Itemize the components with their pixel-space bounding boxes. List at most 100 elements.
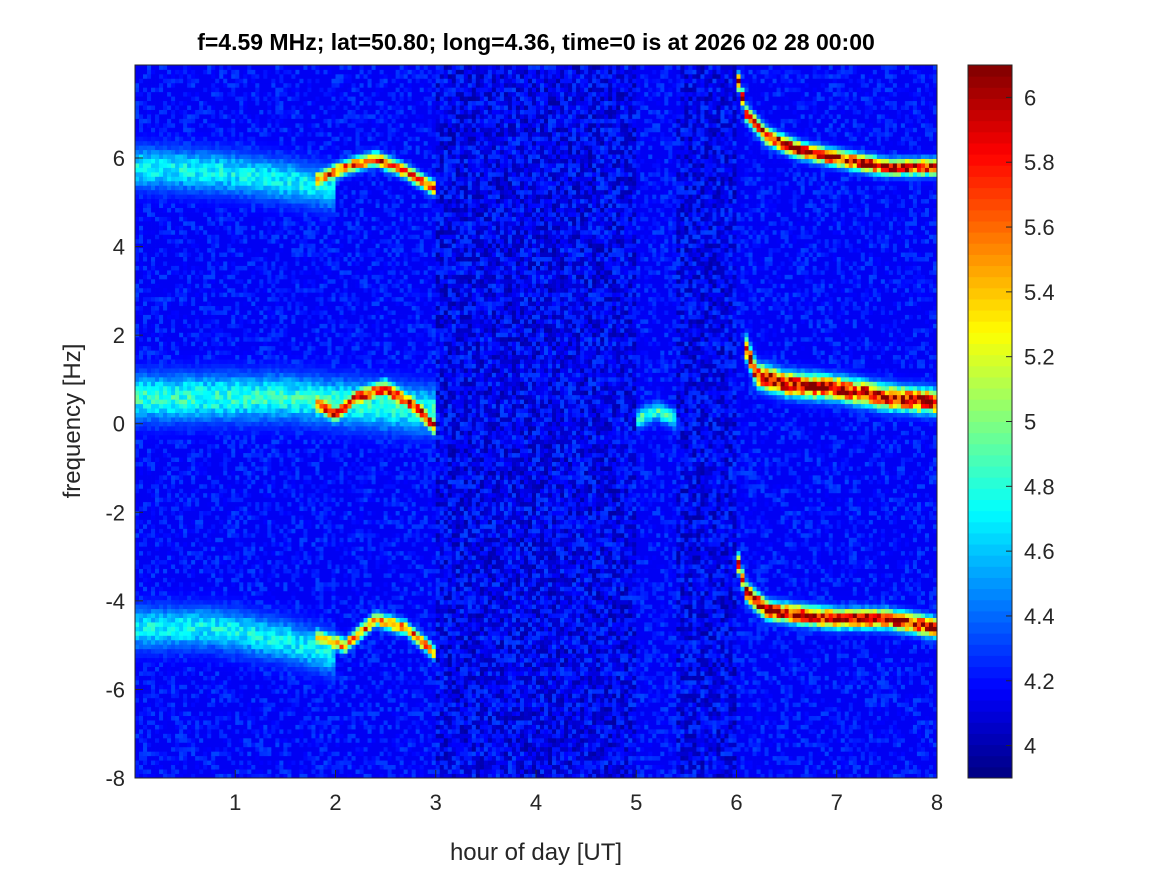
heatmap-cell: [179, 131, 184, 137]
heatmap-cell: [143, 131, 148, 137]
heatmap-cell: [215, 73, 220, 79]
heatmap-cell: [259, 648, 264, 654]
heatmap-cell: [175, 568, 180, 574]
heatmap-cell: [239, 283, 244, 289]
heatmap-cell: [135, 541, 140, 547]
heatmap-cell: [195, 216, 200, 222]
heatmap-cell: [247, 354, 252, 360]
heatmap-cell: [227, 350, 232, 356]
heatmap-cell: [199, 100, 204, 106]
heatmap-cell: [251, 742, 256, 748]
heatmap-cell: [203, 648, 208, 654]
heatmap-cell: [167, 261, 172, 266]
heatmap-cell: [155, 319, 160, 324]
heatmap-cell: [219, 65, 224, 70]
heatmap-cell: [167, 470, 172, 476]
heatmap-cell: [135, 448, 140, 454]
heatmap-cell: [135, 229, 140, 235]
heatmap-cell: [251, 336, 256, 342]
heatmap-cell: [147, 220, 152, 226]
heatmap-cell: [179, 412, 184, 418]
heatmap-cell: [223, 314, 228, 320]
heatmap-cell: [195, 376, 200, 382]
heatmap-cell: [211, 488, 216, 494]
heatmap-cell: [175, 755, 180, 761]
heatmap-cell: [143, 385, 148, 391]
heatmap-cell: [147, 73, 152, 79]
heatmap-cell: [151, 256, 156, 262]
heatmap-cell: [167, 479, 172, 485]
heatmap-cell: [235, 595, 240, 601]
heatmap-cell: [147, 590, 152, 596]
heatmap-cell: [139, 163, 144, 168]
heatmap-cell: [255, 220, 260, 226]
heatmap-cell: [199, 519, 204, 525]
heatmap-cell: [239, 679, 244, 685]
heatmap-cell: [183, 332, 188, 338]
heatmap-cell: [227, 693, 232, 699]
heatmap-cell: [223, 412, 228, 418]
heatmap-cell: [203, 212, 208, 217]
heatmap-cell: [247, 78, 252, 84]
heatmap-cell: [211, 622, 216, 627]
heatmap-cell: [203, 140, 208, 146]
heatmap-cell: [223, 613, 228, 618]
heatmap-cell: [191, 408, 196, 413]
heatmap-cell: [231, 724, 236, 730]
heatmap-cell: [135, 568, 140, 574]
heatmap-cell: [255, 256, 260, 262]
heatmap-cell: [259, 626, 264, 632]
heatmap-cell: [183, 91, 188, 97]
heatmap-cell: [171, 417, 176, 422]
heatmap-cell: [139, 354, 144, 360]
heatmap-cell: [211, 136, 216, 142]
heatmap-cell: [223, 639, 228, 645]
heatmap-cell: [251, 466, 256, 471]
heatmap-cell: [135, 185, 140, 191]
heatmap-cell: [195, 354, 200, 360]
heatmap-cell: [247, 488, 252, 494]
heatmap-cell: [151, 724, 156, 730]
heatmap-cell: [147, 679, 152, 685]
heatmap-cell: [191, 671, 196, 676]
heatmap-cell: [243, 639, 248, 645]
heatmap-cell: [155, 381, 160, 387]
heatmap-cell: [207, 737, 212, 743]
heatmap-cell: [227, 443, 232, 449]
heatmap-cell: [203, 510, 208, 516]
heatmap-cell: [135, 457, 140, 463]
heatmap-cell: [175, 408, 180, 413]
heatmap-cell: [175, 122, 180, 128]
heatmap-cell: [195, 154, 200, 159]
heatmap-cell: [223, 354, 228, 360]
heatmap-cell: [227, 69, 232, 75]
heatmap-cell: [143, 497, 148, 503]
heatmap-cell: [215, 212, 220, 217]
heatmap-cell: [231, 252, 236, 258]
heatmap-cell: [159, 118, 164, 124]
heatmap-cell: [223, 532, 228, 538]
heatmap-cell: [179, 185, 184, 191]
heatmap-cell: [231, 131, 236, 137]
heatmap-cell: [143, 675, 148, 681]
heatmap-cell: [247, 523, 252, 529]
heatmap-cell: [219, 73, 224, 79]
heatmap-cell: [211, 657, 216, 663]
heatmap-cell: [195, 528, 200, 534]
heatmap-cell: [243, 693, 248, 699]
heatmap-cell: [159, 385, 164, 391]
heatmap-cell: [151, 100, 156, 106]
heatmap-cell: [239, 434, 244, 440]
heatmap-cell: [191, 73, 196, 79]
heatmap-cell: [147, 229, 152, 235]
heatmap-cell: [139, 523, 144, 529]
heatmap-cell: [143, 590, 148, 596]
heatmap-cell: [183, 613, 188, 618]
heatmap-cell: [195, 711, 200, 717]
heatmap-cell: [187, 69, 192, 75]
heatmap-cell: [207, 283, 212, 289]
heatmap-cell: [199, 149, 204, 155]
heatmap-cell: [255, 581, 260, 587]
heatmap-cell: [147, 702, 152, 708]
